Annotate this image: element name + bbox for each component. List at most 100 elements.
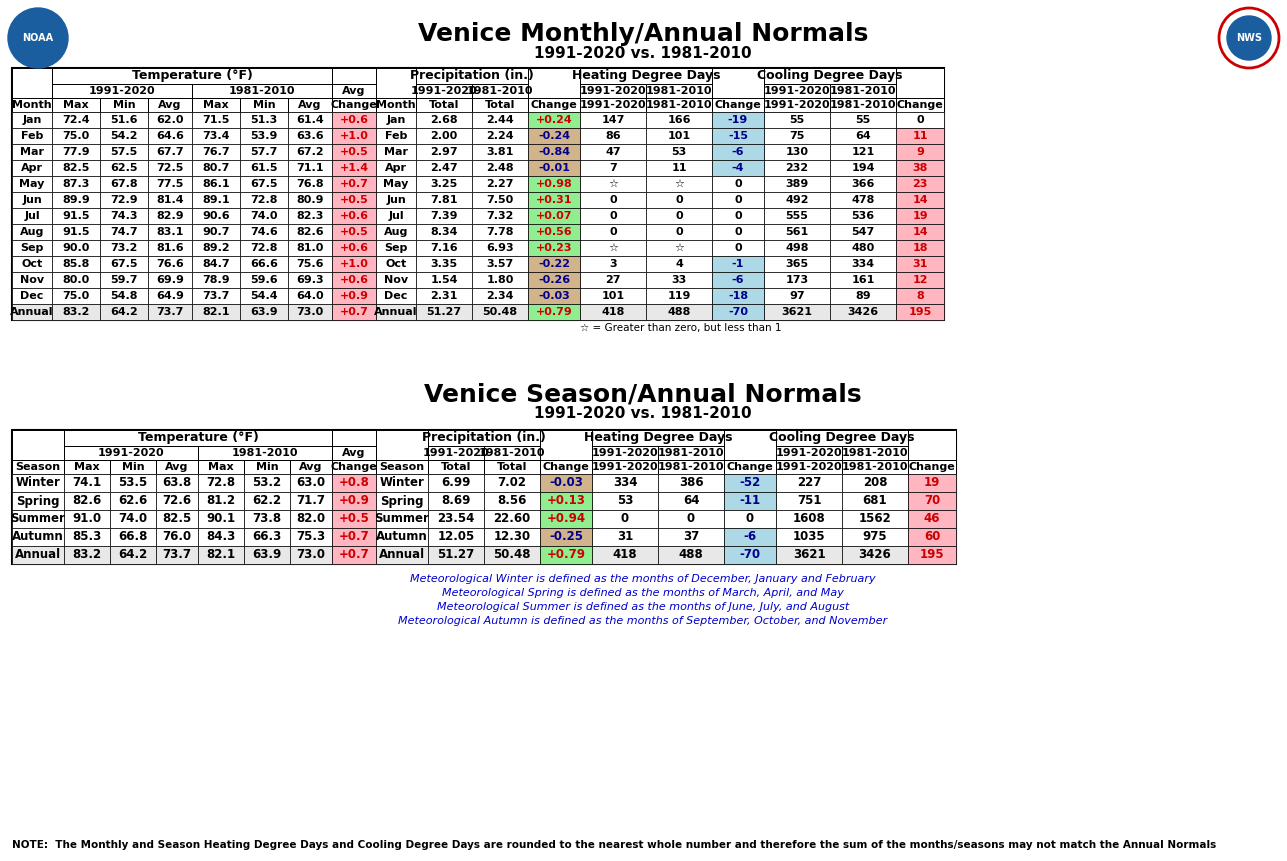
Text: 2.27: 2.27 — [486, 179, 514, 189]
Bar — [528, 256, 580, 272]
Bar — [528, 68, 580, 112]
Bar — [830, 144, 896, 160]
Bar — [658, 546, 725, 564]
Text: 72.9: 72.9 — [111, 195, 138, 205]
Bar — [198, 528, 245, 546]
Bar — [429, 492, 484, 510]
Bar — [429, 430, 541, 446]
Bar — [896, 224, 943, 240]
Text: 67.7: 67.7 — [156, 147, 184, 157]
Text: May: May — [384, 179, 409, 189]
Bar — [646, 160, 712, 176]
Text: 119: 119 — [668, 291, 691, 301]
Text: 1981-2010: 1981-2010 — [842, 448, 909, 458]
Bar — [332, 528, 376, 546]
Bar — [332, 474, 376, 492]
Text: Total: Total — [497, 462, 528, 472]
Bar — [896, 112, 943, 128]
Text: -52: -52 — [739, 476, 761, 490]
Bar — [830, 160, 896, 176]
Bar — [192, 240, 239, 256]
Text: Avg: Avg — [342, 448, 366, 458]
Bar — [51, 84, 192, 98]
Bar — [100, 160, 148, 176]
Text: 38: 38 — [912, 163, 928, 173]
Bar — [239, 256, 288, 272]
Bar — [712, 256, 764, 272]
Bar — [51, 128, 100, 144]
Bar — [100, 98, 148, 112]
Bar — [239, 224, 288, 240]
Bar — [332, 272, 376, 288]
Bar — [776, 546, 842, 564]
Bar — [528, 160, 580, 176]
Text: 7.02: 7.02 — [498, 476, 526, 490]
Text: 82.1: 82.1 — [202, 307, 230, 317]
Text: +0.5: +0.5 — [340, 227, 368, 237]
Bar — [192, 144, 239, 160]
Bar — [192, 272, 239, 288]
Text: 62.6: 62.6 — [118, 494, 148, 507]
Bar — [156, 528, 198, 546]
Text: 7: 7 — [609, 163, 616, 173]
Bar — [12, 492, 64, 510]
Bar — [12, 304, 51, 320]
Bar — [332, 160, 376, 176]
Bar — [376, 176, 416, 192]
Text: 2.24: 2.24 — [486, 131, 514, 141]
Bar — [245, 460, 290, 474]
Text: 681: 681 — [862, 494, 887, 507]
Bar — [376, 510, 429, 528]
Bar — [376, 528, 429, 546]
Text: 1991-2020: 1991-2020 — [592, 448, 659, 458]
Bar — [896, 240, 943, 256]
Text: Min: Min — [113, 100, 135, 110]
Bar — [896, 128, 943, 144]
Bar — [528, 98, 580, 112]
Bar — [658, 528, 725, 546]
Bar — [472, 224, 528, 240]
Bar — [764, 272, 830, 288]
Text: Total: Total — [441, 462, 471, 472]
Bar — [12, 546, 64, 564]
Bar — [12, 144, 51, 160]
Text: -0.25: -0.25 — [550, 530, 583, 543]
Text: 75.0: 75.0 — [62, 131, 90, 141]
Text: Jun: Jun — [22, 195, 42, 205]
Text: 14: 14 — [912, 195, 928, 205]
Bar — [484, 510, 541, 528]
Bar — [592, 546, 658, 564]
Bar — [484, 528, 541, 546]
Text: Oct: Oct — [22, 259, 42, 269]
Text: 366: 366 — [851, 179, 875, 189]
Bar — [592, 446, 658, 460]
Bar — [592, 430, 725, 446]
Bar — [712, 68, 764, 112]
Text: 72.6: 72.6 — [162, 494, 192, 507]
Text: Change: Change — [727, 462, 773, 472]
Text: 0: 0 — [609, 227, 616, 237]
Text: 2.44: 2.44 — [486, 115, 514, 125]
Bar — [528, 128, 580, 144]
Bar — [712, 240, 764, 256]
Bar — [909, 474, 956, 492]
Bar — [909, 510, 956, 528]
Text: 161: 161 — [851, 275, 875, 285]
Text: +1.0: +1.0 — [340, 131, 368, 141]
Bar — [12, 430, 64, 474]
Bar — [646, 128, 712, 144]
Bar — [416, 208, 472, 224]
Text: 23.54: 23.54 — [438, 512, 475, 525]
Bar — [416, 256, 472, 272]
Bar — [764, 160, 830, 176]
Bar — [646, 84, 712, 98]
Bar — [896, 256, 943, 272]
Bar — [429, 474, 484, 492]
Bar — [416, 224, 472, 240]
Text: 555: 555 — [785, 211, 808, 221]
Text: +0.79: +0.79 — [547, 548, 586, 561]
Bar — [156, 492, 198, 510]
Text: 130: 130 — [785, 147, 808, 157]
Bar — [472, 272, 528, 288]
Bar — [896, 176, 943, 192]
